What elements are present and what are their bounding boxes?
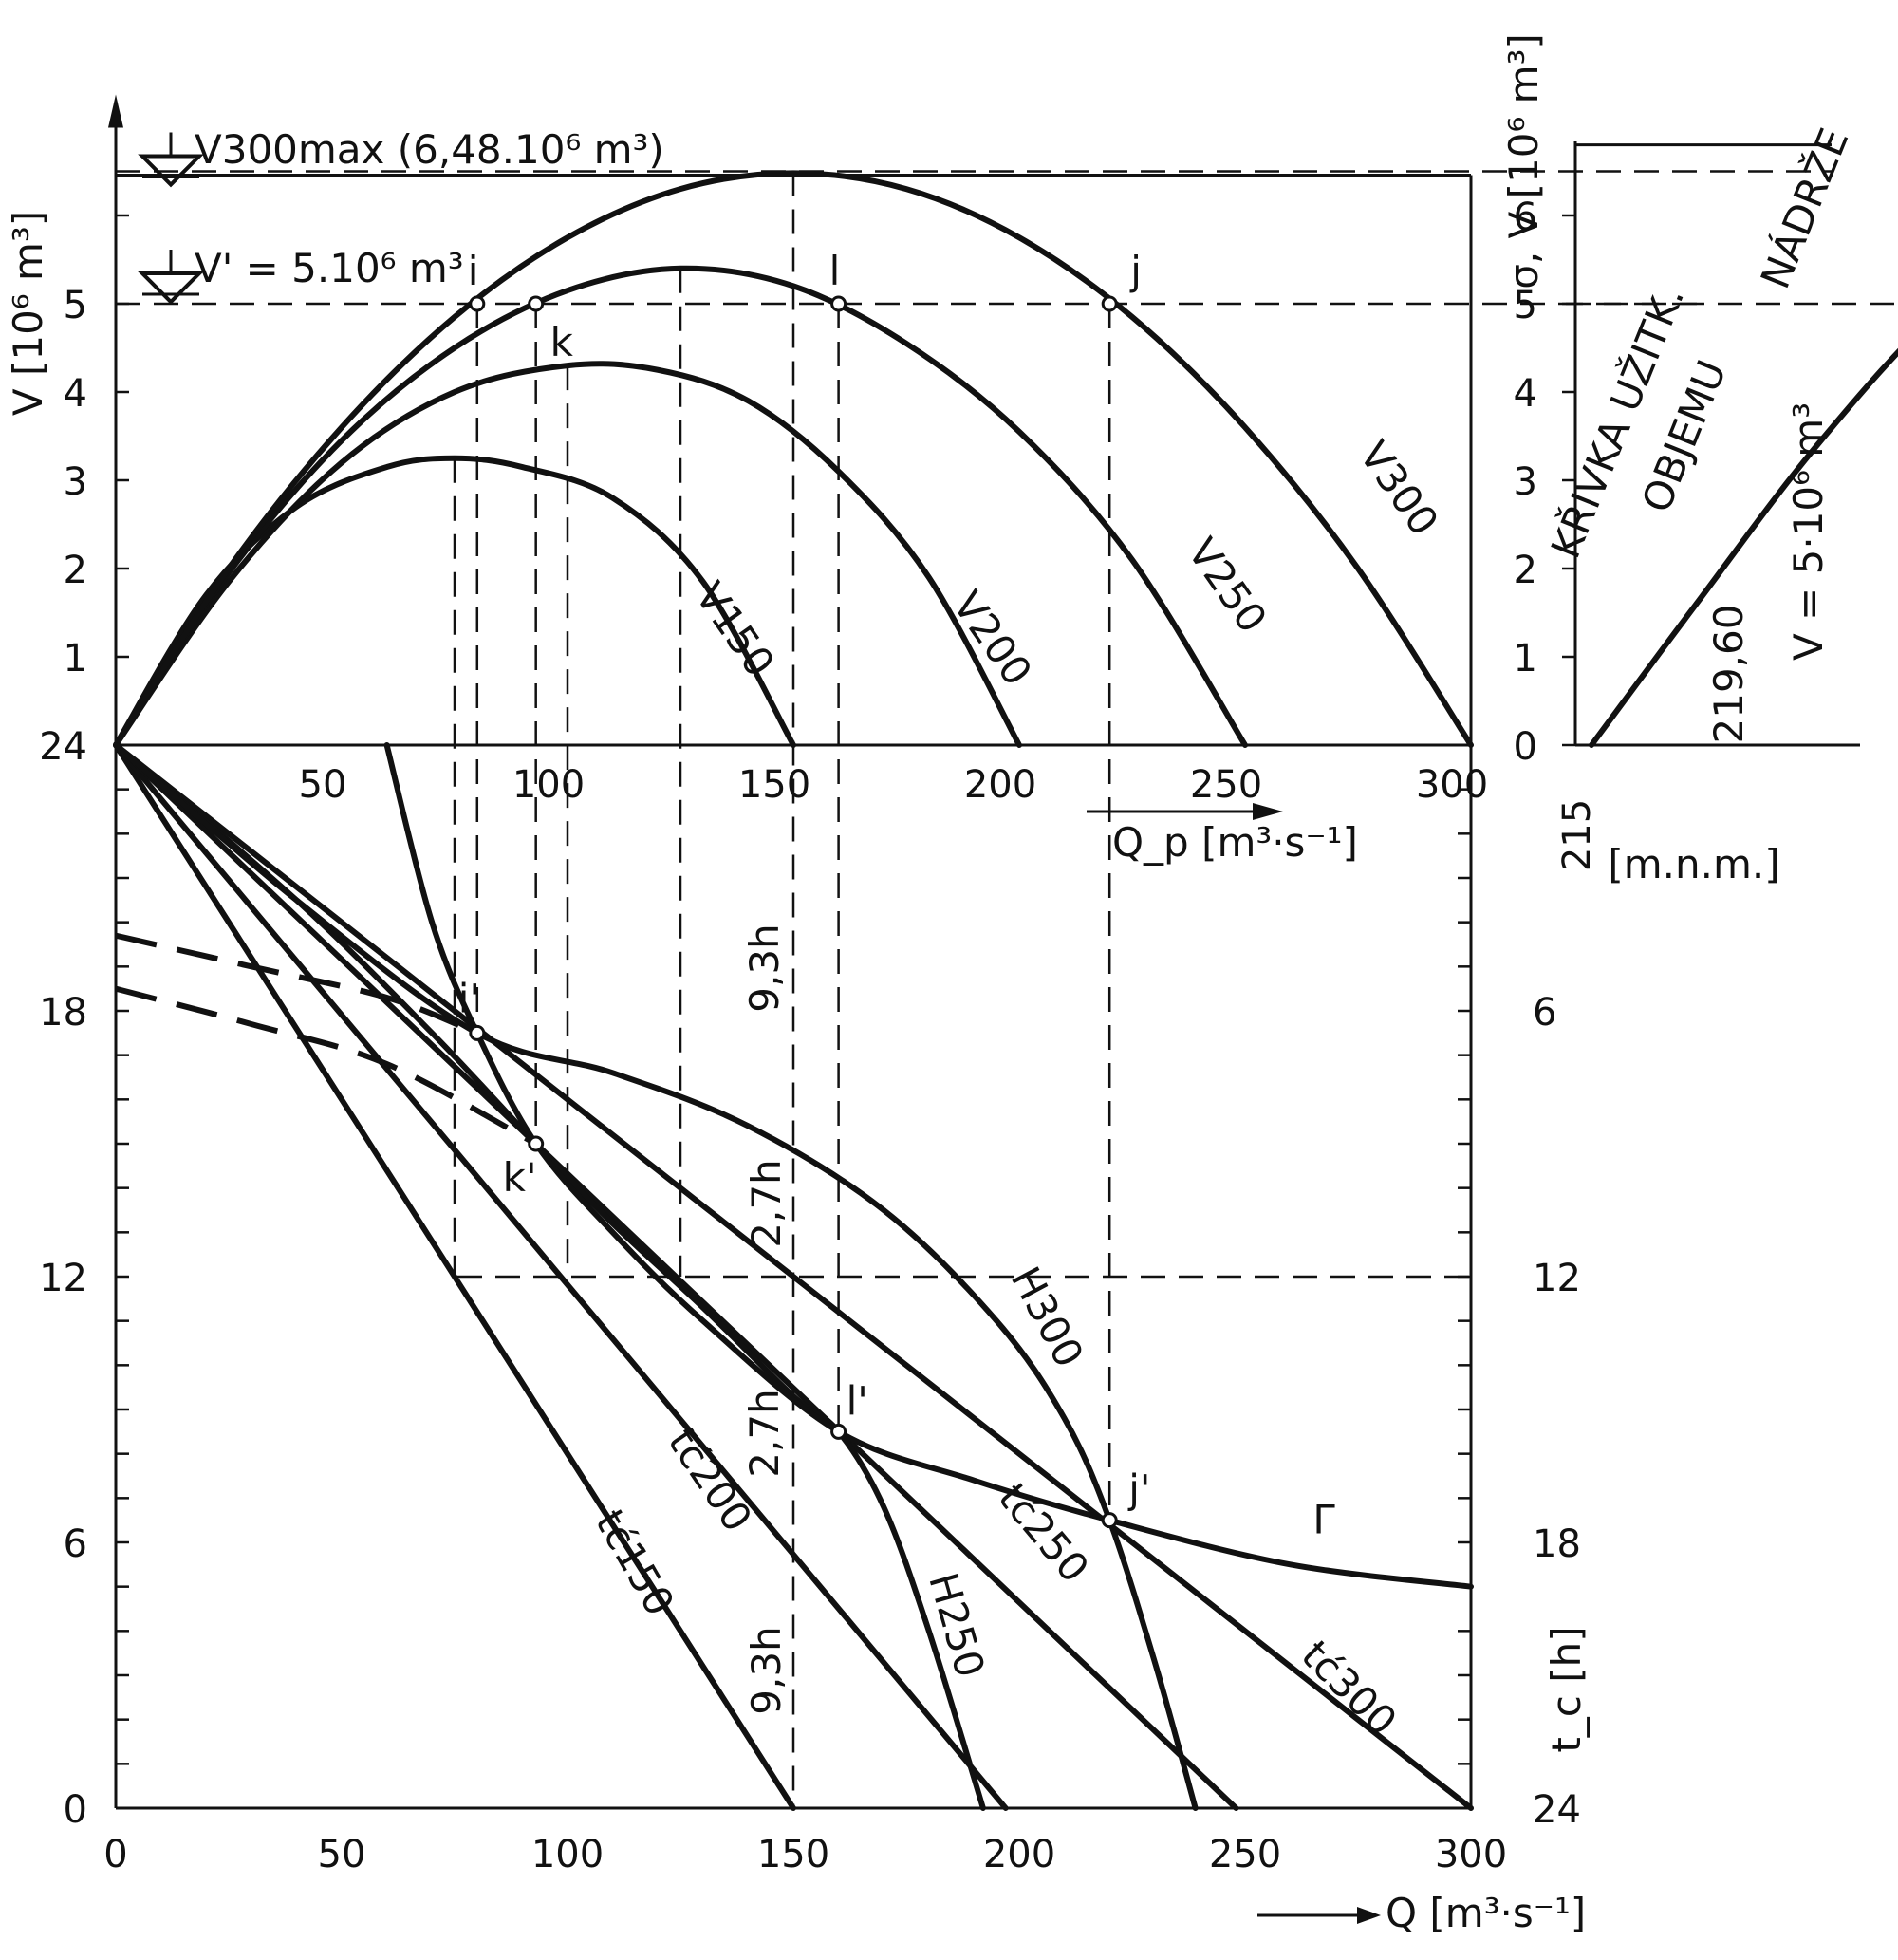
curve-dashed-0 xyxy=(115,932,478,1036)
bottom-left-tick-label: 12 xyxy=(39,1257,87,1300)
bottom-x-tick-label: 50 xyxy=(318,1833,366,1876)
v300max-annotation: V300max (6,48.10⁶ m³) xyxy=(195,126,664,173)
point-label-i2: i' xyxy=(458,975,480,1021)
top-x-axis-label: Q_p [m³·s⁻¹] xyxy=(1112,819,1358,866)
bottom-right-tick-label: 6 xyxy=(1533,991,1556,1035)
point-label-k2: k' xyxy=(503,1154,537,1201)
top-x-tick-label: 100 xyxy=(512,763,585,807)
top-x-tick-label: 250 xyxy=(1190,763,1262,807)
curve-bottom-6 xyxy=(383,742,1474,1590)
bottom-x-tick-label: 300 xyxy=(1435,1833,1507,1876)
top-y-tick-label: 5 xyxy=(64,284,87,327)
curve-label-v250: V250 xyxy=(1179,530,1276,641)
curve-dashed-1 xyxy=(115,985,538,1147)
curves-layer xyxy=(113,170,1898,1811)
point-label-l: l xyxy=(829,248,841,294)
top-x-arrow-head xyxy=(1253,803,1283,820)
bottom-left-tick-label: 0 xyxy=(64,1788,87,1832)
top-x-tick-label: 50 xyxy=(299,763,347,807)
curve-v250 xyxy=(113,265,1248,748)
side-volume-curve xyxy=(1589,347,1898,748)
point-l2 xyxy=(830,1423,847,1440)
bottom-right-tick-label: 24 xyxy=(1533,1788,1581,1832)
bottom-left-tick-label: 24 xyxy=(39,725,87,769)
top-y-tick-label: 1 xyxy=(64,637,87,681)
top-y-axis-arrow xyxy=(108,94,123,128)
curve-bottom-0 xyxy=(113,742,796,1811)
side-y-tick-label: 1 xyxy=(1514,637,1537,681)
curve-label-bottom-6: Γ xyxy=(1312,1497,1335,1543)
top-x-tick-label: 200 xyxy=(964,763,1036,807)
bottom-x-tick-label: 200 xyxy=(983,1833,1055,1876)
bottom-right-tick-label: 18 xyxy=(1533,1522,1581,1566)
side-y-tick-label: 0 xyxy=(1514,725,1537,769)
curve-label-bottom-4: H250 xyxy=(920,1568,994,1683)
curve-bottom-3 xyxy=(113,742,1474,1811)
top-y-axis-label: V [10⁶ m³] xyxy=(5,211,51,416)
curve-label-v200: V200 xyxy=(943,583,1041,694)
point-label-j: j xyxy=(1129,248,1142,294)
point-i xyxy=(469,295,486,312)
side-y-axis-label: σ, V [10⁶ m³] xyxy=(1500,33,1547,289)
bottom-x-tick-label: 0 xyxy=(103,1833,127,1876)
curve-label-v150: V150 xyxy=(686,574,784,685)
side-x-axis-label: [m.n.m.] xyxy=(1608,841,1779,887)
side-curve-label-3: NÁDRŽE xyxy=(1751,121,1858,295)
side-y-tick-label: 3 xyxy=(1514,460,1537,504)
curve-v200 xyxy=(113,361,1022,748)
curve-label-bottom-0: tć150 xyxy=(586,1502,683,1623)
top-y-tick-label: 3 xyxy=(64,460,87,504)
point-j2 xyxy=(1101,1512,1118,1529)
bottom-x-tick-label: 250 xyxy=(1209,1833,1281,1876)
side-x-tick-label: 215 xyxy=(1555,799,1599,871)
vprime-level-marker xyxy=(138,271,204,305)
bottom-x-tick-label: 100 xyxy=(531,1833,604,1876)
curve-bottom-1 xyxy=(113,742,1009,1811)
bottom-x-arrow-head xyxy=(1357,1907,1381,1924)
guides-layer xyxy=(116,132,1898,1808)
top-y-tick-label: 2 xyxy=(64,549,87,592)
duration-2-7h-upper: 2,7h xyxy=(743,1159,790,1247)
side-y-tick-label: 2 xyxy=(1514,549,1537,592)
side-y-tick-label: 5 xyxy=(1514,284,1537,327)
points-layer xyxy=(469,295,1118,1529)
bottom-x-axis-label: Q [m³·s⁻¹] xyxy=(1386,1890,1586,1936)
curve-label-v300: V300 xyxy=(1350,433,1448,544)
point-i2 xyxy=(469,1024,486,1041)
side-level-label: 219,60 xyxy=(1705,605,1752,744)
bottom-right-axis-label: t_c [h] xyxy=(1543,1626,1590,1752)
curve-bottom-5 xyxy=(113,742,1199,1811)
bottom-left-tick-label: 18 xyxy=(39,991,87,1035)
point-label-i: i xyxy=(468,248,479,294)
curve-label-bottom-2: tć250 xyxy=(990,1474,1098,1591)
top-x-tick-label: 150 xyxy=(738,763,810,807)
point-label-j2: j' xyxy=(1127,1466,1150,1513)
point-j xyxy=(1101,295,1118,312)
bottom-x-tick-label: 150 xyxy=(757,1833,829,1876)
side-y-tick-label: 6 xyxy=(1514,196,1537,239)
point-k2 xyxy=(528,1135,545,1152)
duration-9-3h-upper: 9,3h xyxy=(741,924,788,1012)
bottom-left-tick-label: 6 xyxy=(64,1522,87,1566)
top-y-tick-label: 4 xyxy=(64,372,87,416)
curve-bottom-2 xyxy=(113,742,1239,1811)
duration-9-3h-lower: 9,3h xyxy=(743,1626,790,1714)
vprime-annotation: V' = 5.10⁶ m³ xyxy=(195,245,464,291)
side-volume-label: V = 5·10⁶ m³ xyxy=(1785,402,1832,661)
top-x-tick-label: 300 xyxy=(1416,763,1488,807)
bottom-right-tick-label: 12 xyxy=(1533,1257,1581,1300)
curve-bottom-4 xyxy=(113,742,986,1811)
point-label-k: k xyxy=(550,319,574,365)
point-l xyxy=(830,295,847,312)
point-k xyxy=(528,295,545,312)
curve-v300 xyxy=(113,170,1474,748)
point-label-l2: l' xyxy=(847,1377,868,1424)
curve-label-bottom-3: tć300 xyxy=(1293,1632,1405,1745)
side-y-tick-label: 4 xyxy=(1514,372,1537,416)
duration-2-7h-lower: 2,7h xyxy=(741,1389,788,1477)
